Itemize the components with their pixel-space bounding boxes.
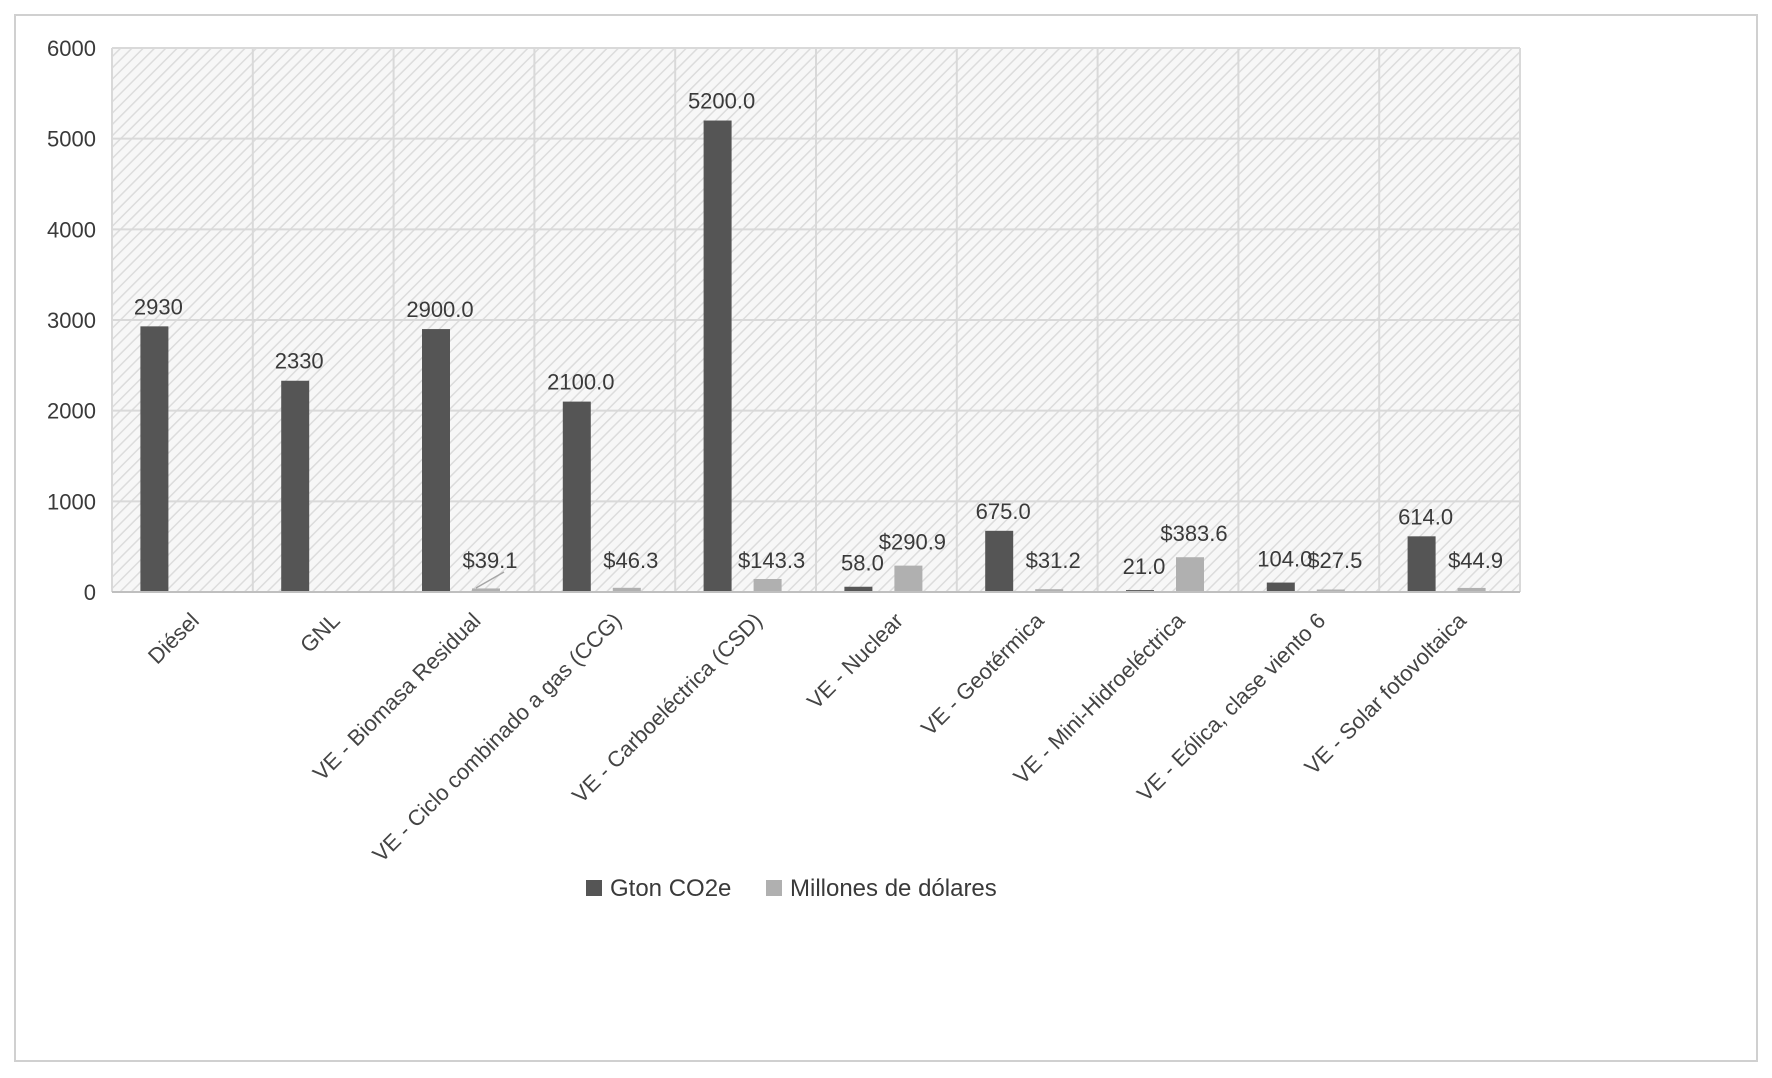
data-label-millones-dolares: $143.3 [738,548,805,573]
x-tick-label: VE - Solar fotovoltaica [1300,607,1472,779]
bar-millones-dolares [753,579,782,592]
bar-gton-co2e [281,380,310,592]
y-tick-label: 1000 [47,489,96,514]
data-label-millones-dolares: $383.6 [1160,521,1227,546]
x-tick-label: GNL [295,608,345,658]
bar-gton-co2e [422,329,450,592]
bar-gton-co2e [844,586,873,592]
legend-label-gton-co2e: Gton CO2e [610,875,731,902]
data-label-gton-co2e: 2100.0 [547,370,614,395]
bar-gton-co2e [703,120,732,593]
bar-gton-co2e [985,530,1014,592]
bar-millones-dolares [472,588,500,592]
data-label-millones-dolares: $39.1 [462,548,517,573]
data-label-gton-co2e: 2330 [275,349,324,374]
bar-gton-co2e [562,401,591,592]
y-tick-label: 5000 [47,127,96,152]
y-tick-label: 4000 [47,217,96,242]
bar-millones-dolares [1176,557,1204,592]
data-label-gton-co2e: 21.0 [1123,554,1166,579]
bar-millones-dolares [894,565,923,592]
bar-gton-co2e [1266,582,1295,592]
x-tick-label: VE - Geotérmica [916,607,1049,740]
data-label-gton-co2e: 2930 [134,294,183,319]
x-tick-label: Diésel [143,608,204,669]
data-label-gton-co2e: 104.0 [1257,547,1312,572]
bar-millones-dolares [612,587,641,592]
data-label-gton-co2e: 614.0 [1398,504,1453,529]
chart-frame: 2930 2330 2900.0 2100.0 5200.0 58.0 675.0 21.0 1… [14,14,1758,1062]
data-label-gton-co2e: 5200.0 [688,89,755,114]
y-tick-label: 2000 [47,399,96,424]
x-tick-label: VE - Nuclear [802,608,908,714]
bar-millones-dolares [1457,587,1486,592]
data-label-millones-dolares: $44.9 [1448,548,1503,573]
bar-gton-co2e [140,326,169,592]
legend-swatch-millones-dolares [766,880,782,896]
label-leader-line [475,571,505,589]
bar-millones-dolares [1035,589,1064,592]
data-label-gton-co2e: 675.0 [976,499,1031,524]
data-label-gton-co2e: 58.0 [841,551,884,576]
chart-canvas: 2930 2330 2900.0 2100.0 5200.0 58.0 675.0 21.0 1… [47,36,1521,902]
data-label-gton-co2e: 2900.0 [406,297,473,322]
data-label-millones-dolares: $27.5 [1307,548,1362,573]
bar-gton-co2e [1407,536,1436,592]
data-label-millones-dolares: $290.9 [879,530,946,555]
data-label-millones-dolares: $46.3 [603,548,658,573]
data-label-millones-dolares: $31.2 [1026,548,1081,573]
y-tick-label: 6000 [47,36,96,61]
y-tick-label: 3000 [47,308,96,333]
y-tick-label: 0 [84,580,96,605]
legend-swatch-gton-co2e [586,880,602,896]
x-tick-label: VE - Ciclo combinado a gas (CCG) [367,608,626,867]
bar-millones-dolares [1316,589,1345,592]
legend-label-millones-dolares: Millones de dólares [790,875,997,902]
